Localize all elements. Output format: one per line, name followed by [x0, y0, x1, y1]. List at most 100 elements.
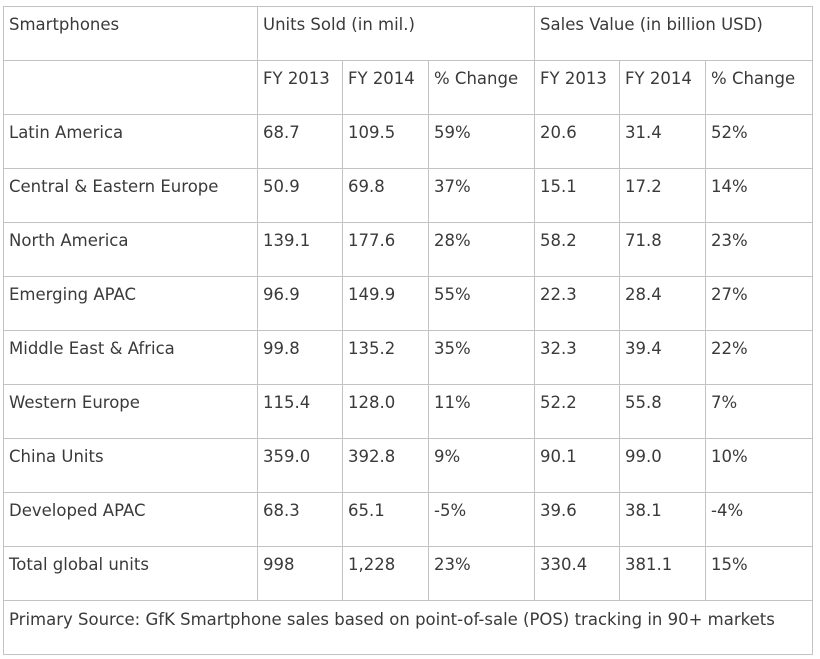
region-label: Central & Eastern Europe	[9, 177, 219, 196]
subheader-cell: % Change	[427, 60, 536, 115]
value-cell: 22%	[705, 330, 814, 385]
cell-value: 96.9	[263, 285, 300, 304]
value-cell: 52.2	[534, 384, 621, 439]
subheader-text: % Change	[434, 69, 519, 88]
cell-value: 59%	[434, 123, 471, 142]
header-row: Smartphones Units Sold (in mil.) Sales V…	[3, 6, 814, 61]
region-label: Developed APAC	[9, 501, 146, 520]
cell-value: 39.4	[625, 339, 662, 358]
value-cell: 14%	[705, 168, 814, 223]
table-row: Developed APAC 68.3 65.1 -5% 39.6 38.1 -4%	[3, 492, 814, 547]
cell-value: 52.2	[540, 393, 577, 412]
cell-value: 55.8	[625, 393, 662, 412]
value-cell: 1,228	[342, 546, 429, 601]
value-cell: 59%	[427, 114, 536, 169]
sales-value-header-text: Sales Value (in billion USD)	[540, 15, 763, 34]
cell-value: -4%	[711, 501, 744, 520]
subheader-text: FY 2014	[625, 69, 692, 88]
value-cell: -4%	[705, 492, 814, 547]
table-row: Latin America 68.7 109.5 59% 20.6 31.4 52%	[3, 114, 814, 169]
value-cell: 23%	[427, 546, 536, 601]
cell-value: 37%	[434, 177, 471, 196]
cell-value: 68.7	[263, 123, 300, 142]
value-cell: 20.6	[534, 114, 621, 169]
value-cell: 65.1	[342, 492, 429, 547]
table-row: Total global units 998 1,228 23% 330.4 381.1 1…	[3, 546, 814, 601]
value-cell: 96.9	[257, 276, 343, 331]
region-cell: China Units	[3, 438, 258, 493]
region-label: Emerging APAC	[9, 285, 137, 304]
value-cell: 99.0	[619, 438, 707, 493]
cell-value: 22%	[711, 339, 748, 358]
subheader-cell: FY 2014	[619, 60, 707, 115]
cell-value: 9%	[434, 447, 461, 466]
value-cell: 139.1	[257, 222, 343, 277]
subheader-row: FY 2013 FY 2014 % Change FY 2013 FY 2014…	[3, 60, 814, 115]
value-cell: 32.3	[534, 330, 621, 385]
source-note: Primary Source: GfK Smartphone sales bas…	[9, 610, 775, 629]
cell-value: 14%	[711, 177, 748, 196]
value-cell: 109.5	[342, 114, 429, 169]
cell-value: 177.6	[348, 231, 396, 250]
table-row: Middle East & Africa 99.8 135.2 35% 32.3 39.4…	[3, 330, 814, 385]
region-cell: Emerging APAC	[3, 276, 258, 331]
cell-value: 69.8	[348, 177, 385, 196]
value-cell: 39.6	[534, 492, 621, 547]
value-cell: 10%	[705, 438, 814, 493]
region-label: North America	[9, 231, 129, 250]
corner-header-cell: Smartphones	[3, 6, 258, 61]
value-cell: 149.9	[342, 276, 429, 331]
value-cell: 52%	[705, 114, 814, 169]
cell-value: 65.1	[348, 501, 385, 520]
value-cell: 39.4	[619, 330, 707, 385]
value-cell: 28.4	[619, 276, 707, 331]
value-cell: 15%	[705, 546, 814, 601]
table-row: North America 139.1 177.6 28% 58.2 71.8 23%	[3, 222, 814, 277]
value-cell: 9%	[427, 438, 536, 493]
value-cell: 55.8	[619, 384, 707, 439]
cell-value: 32.3	[540, 339, 577, 358]
cell-value: 149.9	[348, 285, 396, 304]
corner-header-text: Smartphones	[9, 15, 120, 34]
cell-value: 28.4	[625, 285, 662, 304]
region-label: Middle East & Africa	[9, 339, 175, 358]
subheader-cell: % Change	[705, 60, 814, 115]
value-cell: 392.8	[342, 438, 429, 493]
region-cell: Middle East & Africa	[3, 330, 258, 385]
subheader-cell: FY 2013	[257, 60, 343, 115]
cell-value: 38.1	[625, 501, 662, 520]
cell-value: 109.5	[348, 123, 396, 142]
value-cell: 359.0	[257, 438, 343, 493]
cell-value: 99.0	[625, 447, 662, 466]
cell-value: 71.8	[625, 231, 662, 250]
cell-value: 115.4	[263, 393, 311, 412]
value-cell: 330.4	[534, 546, 621, 601]
value-cell: 68.3	[257, 492, 343, 547]
cell-value: 359.0	[263, 447, 311, 466]
table-row: Emerging APAC 96.9 149.9 55% 22.3 28.4 27%	[3, 276, 814, 331]
value-cell: 7%	[705, 384, 814, 439]
source-cell: Primary Source: GfK Smartphone sales bas…	[2, 600, 814, 655]
cell-value: 15%	[711, 555, 748, 574]
cell-value: 17.2	[625, 177, 662, 196]
region-label: Western Europe	[9, 393, 140, 412]
sales-value-group-header: Sales Value (in billion USD)	[534, 6, 814, 61]
subheader-empty-cell	[3, 60, 258, 115]
subheader-text: FY 2014	[348, 69, 415, 88]
value-cell: 11%	[427, 384, 536, 439]
smartphone-sales-table: Smartphones Units Sold (in mil.) Sales V…	[2, 6, 814, 655]
region-cell: Latin America	[3, 114, 258, 169]
value-cell: 15.1	[534, 168, 621, 223]
region-label: Total global units	[9, 555, 149, 574]
cell-value: 52%	[711, 123, 748, 142]
value-cell: 17.2	[619, 168, 707, 223]
subheader-text: % Change	[711, 69, 796, 88]
units-sold-header-text: Units Sold (in mil.)	[263, 15, 415, 34]
value-cell: 50.9	[257, 168, 343, 223]
table-row: China Units 359.0 392.8 9% 90.1 99.0 10%	[3, 438, 814, 493]
cell-value: 1,228	[348, 555, 396, 574]
value-cell: 99.8	[257, 330, 343, 385]
cell-value: 50.9	[263, 177, 300, 196]
cell-value: 135.2	[348, 339, 396, 358]
region-cell: Western Europe	[3, 384, 258, 439]
